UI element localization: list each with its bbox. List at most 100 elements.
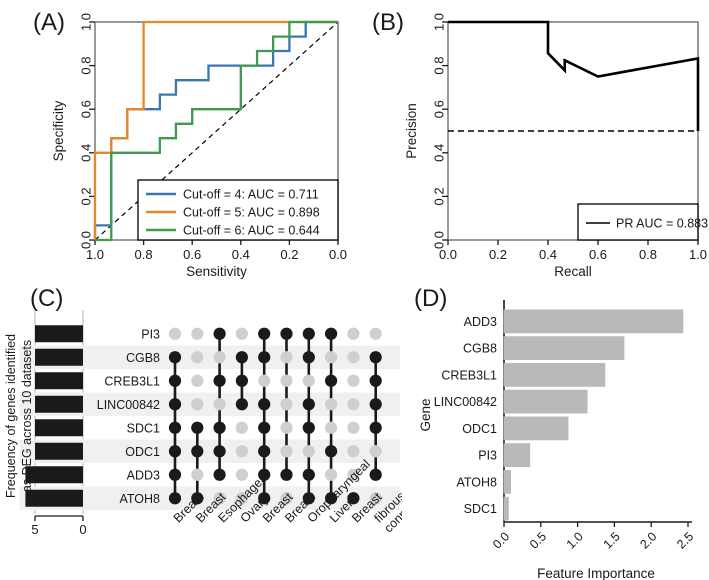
panel-c-dot-filled: [325, 327, 338, 340]
panel-a-y-tick-label: 0.4: [79, 144, 94, 162]
panel-d-x-tick-label: 2.5: [674, 529, 696, 551]
panel-d-category-label: ADD3: [464, 315, 497, 329]
panel-d-category-label: PI3: [478, 449, 497, 463]
panel-b-x-tick-label: 0.2: [489, 247, 507, 262]
panel-c-dot-filled: [369, 468, 382, 481]
panel-c-dot-filled: [369, 374, 382, 387]
panel-c-row-stripe: [19, 392, 401, 416]
panel-c-dot-empty: [347, 374, 360, 387]
panel-c-row-stripe: [19, 439, 401, 463]
panel-c-dot-empty: [213, 398, 226, 411]
panel-c-dot-filled: [235, 398, 248, 411]
panel-b-label: (B): [372, 9, 404, 36]
panel-a-x-tick-label: 0.2: [280, 247, 298, 262]
panel-d-x-tick-label-text: 0.0: [490, 529, 512, 551]
panel-d-x-tick-label-text: 1.0: [564, 529, 586, 551]
panel-c-dot-empty: [280, 421, 293, 434]
panel-c-setsize-bar: [25, 489, 83, 507]
panel-c-dot-empty: [213, 492, 226, 505]
panel-d-x-tick-label: 2.0: [637, 529, 659, 551]
panel-c-setsize-bar: [35, 372, 83, 390]
panel-a-x-axis-title: Sensitivity: [186, 264, 247, 279]
panel-c-dot-empty: [235, 421, 248, 434]
panel-c-dot-empty: [191, 398, 204, 411]
panel-b-x-tick-label: 0.8: [639, 247, 657, 262]
panel-c-dot-filled: [325, 492, 338, 505]
panel-c-y-axis-title-line2: as DEG across 10 datasets: [20, 340, 34, 492]
panel-c-dot-empty: [302, 445, 315, 458]
panel-d-bar: [503, 443, 531, 468]
panel-a-y-tick-label: 0.8: [79, 57, 94, 75]
panel-b-y-tick-label: 0.0: [432, 231, 447, 249]
panel-c-dot-empty: [280, 492, 293, 505]
panel-a-roc-line-cutoff-5: [93, 20, 338, 240]
panel-b-x-tick-label: 0.6: [589, 247, 607, 262]
panel-c-gene-label: PI3: [141, 327, 160, 341]
panel-d-bar: [503, 389, 588, 414]
panel-d-x-tick-label-text: 0.5: [527, 529, 549, 551]
panel-c-dot-filled: [302, 398, 315, 411]
panel-c-dot-filled: [191, 421, 204, 434]
panel-c-dot-filled: [213, 468, 226, 481]
panel-c-row-stripe: [19, 486, 401, 510]
panel-d-feature-importance: (D) ADD3 CGB8 CREB3L1 LINC00842 ODC1 PI3 ATOH8…: [400, 278, 709, 580]
panel-d-x-tick-label: 0.5: [527, 529, 549, 551]
panel-c-y-axis-title-line1: Frequency of genes identified: [4, 334, 18, 498]
panel-c-gene-label: LINC00842: [97, 398, 160, 412]
panel-d-category-label: CREB3L1: [441, 368, 497, 382]
panel-b-y-tick-label: 0.4: [432, 144, 447, 162]
panel-b-legend-box: [577, 203, 699, 241]
panel-c-dot-filled: [325, 374, 338, 387]
panel-d-x-tick-label-text: 2.5: [674, 529, 696, 551]
panel-c-dot-filled: [168, 374, 182, 387]
panel-c-dot-filled: [168, 351, 182, 364]
panel-c-dot-empty: [213, 351, 226, 364]
panel-d-bar: [503, 496, 509, 521]
panel-a-x-tick-label: 0.0: [329, 247, 347, 262]
panel-b-x-tick-label: 0.0: [439, 247, 457, 262]
panel-c-dot-filled: [235, 351, 248, 364]
panel-c-dot-filled: [168, 445, 182, 458]
panel-b-y-axis-title: Precision: [404, 103, 419, 159]
panel-c-dot-empty: [235, 327, 248, 340]
panel-a-roc-curve: (A) 0.0 0.2 0.4 0.6 0.8 1.0 1.0 0.8 0.6 0.4 0.2 0.0…: [0, 0, 360, 280]
panel-b-legend-label: PR AUC = 0.883: [616, 217, 708, 231]
panel-c-dot-filled: [213, 421, 226, 434]
panel-c-dot-empty: [347, 445, 360, 458]
panel-a-legend-label: Cut-off = 4: AUC = 0.711: [183, 188, 319, 202]
panel-c-dot-empty: [325, 421, 338, 434]
panel-c-dot-filled: [325, 445, 338, 458]
panel-c-dot-empty: [280, 398, 293, 411]
panel-c-dot-filled: [302, 327, 315, 340]
panel-c-setsize-bar: [35, 325, 83, 343]
panel-c-dot-filled: [258, 351, 271, 364]
panel-c-dot-empty: [191, 374, 204, 387]
panel-c-dot-filled: [258, 468, 271, 481]
panel-d-x-tick-label: 1.5: [601, 529, 623, 551]
panel-b-pr-curve: (B) 0.0 0.2 0.4 0.6 0.8 1.0 0.0 0.2 0.4 0.6 0.8 1.0…: [360, 0, 709, 280]
panel-c-dot-filled: [235, 374, 248, 387]
panel-c-dot-empty: [325, 468, 338, 481]
panel-c-dot-filled: [258, 492, 271, 505]
panel-c-y-axis-title: Frequency of genes identified as DEG acro…: [4, 334, 34, 498]
panel-c-dot-empty: [280, 374, 293, 387]
panel-c-upset-plot: (C) 5 0 Frequency of genes identified as DE…: [0, 278, 402, 580]
panel-c-dot-empty: [280, 445, 293, 458]
panel-c-dot-empty: [347, 421, 360, 434]
panel-c-dot-empty: [235, 492, 248, 505]
panel-c-gene-label: CREB3L1: [104, 374, 160, 388]
panel-c-row-stripe: [19, 345, 401, 369]
panel-c-label: (C): [30, 285, 63, 312]
panel-c-dot-empty: [168, 327, 182, 340]
panel-c-dot-filled: [280, 327, 293, 340]
panel-d-x-axis-title: Feature Importance: [537, 566, 655, 580]
panel-a-roc-line-cutoff-6: [95, 20, 338, 242]
panel-c-dot-empty: [369, 445, 382, 458]
panel-c-dot-filled: [302, 492, 315, 505]
panel-b-y-tick-label: 0.6: [432, 100, 447, 118]
panel-a-legend-label: Cut-off = 6: AUC = 0.644: [183, 224, 320, 238]
panel-c-dot-filled: [258, 327, 271, 340]
panel-c-gene-label: ODC1: [125, 445, 160, 459]
panel-a-svg: (A) 0.0 0.2 0.4 0.6 0.8 1.0 1.0 0.8 0.6 0.4 0.2 0.0…: [33, 9, 347, 279]
panel-c-dot-filled: [168, 492, 182, 505]
